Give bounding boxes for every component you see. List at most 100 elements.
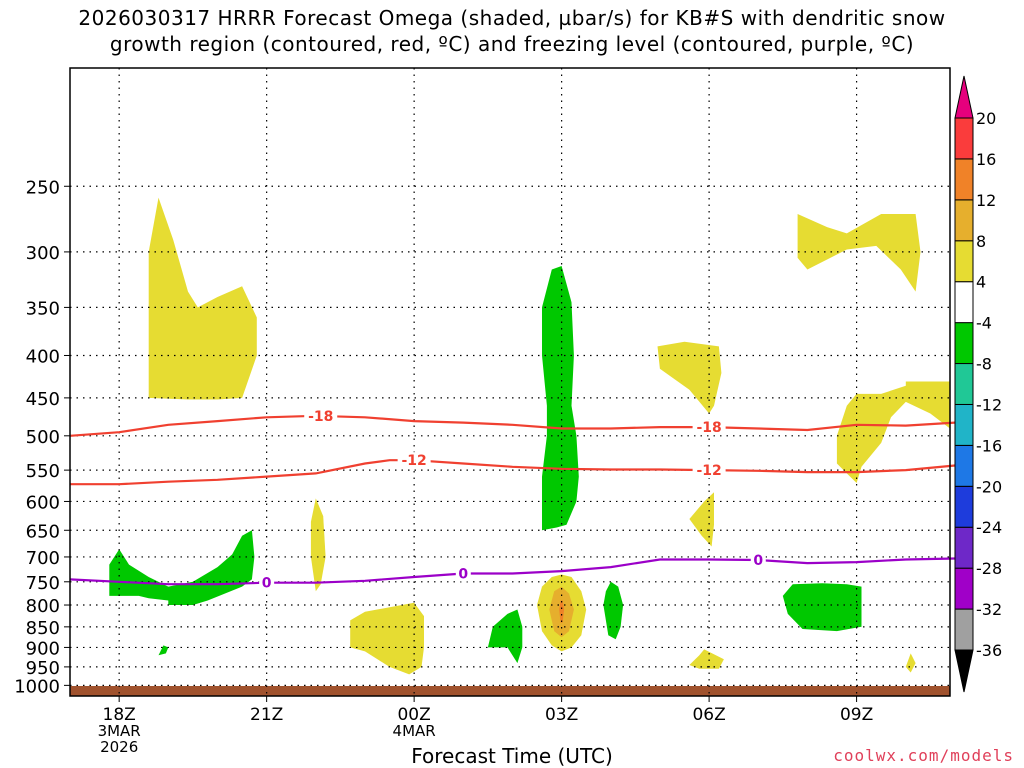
x-axis-label: Forecast Time (UTC) <box>411 744 613 768</box>
y-tick-label-500: 500 <box>26 427 60 448</box>
colorbar-label-4: 4 <box>976 273 986 292</box>
colorbar-label--20: -20 <box>976 477 1002 496</box>
contour-label-freezing-level: 0 <box>753 553 763 569</box>
omega-region-yellow-thin <box>310 498 326 592</box>
omega-region-upper-yellow-left <box>148 197 257 400</box>
y-tick-label-350: 350 <box>26 298 60 319</box>
colorbar-band--8-to--4 <box>954 322 974 365</box>
omega-region-green-0130 <box>487 609 523 664</box>
y-tick-label-300: 300 <box>26 243 60 264</box>
x-tick-label-3MAR: 3MAR <box>98 722 141 740</box>
contour--18 <box>69 414 955 437</box>
x-tick-label-4MAR: 4MAR <box>393 722 436 740</box>
ground-strip <box>70 686 950 696</box>
colorbar-band--32-to--28 <box>954 567 974 610</box>
omega-region-green-dot-left <box>158 645 169 656</box>
colorbar-band-8-to-12 <box>954 199 974 242</box>
colorbar-band-12-to-16 <box>954 158 974 201</box>
contour-label--12: -12 <box>401 453 426 469</box>
colorbar-band-16-to-20 <box>954 117 974 160</box>
contour-label-freezing-level: 0 <box>458 567 468 583</box>
contours: -18 -18 -12 -12 0 0 0 <box>69 407 956 592</box>
colorbar-band--28-to--24 <box>954 526 974 569</box>
omega-region-yellow-0530-small <box>689 492 714 547</box>
omega-region-green-left <box>109 530 255 605</box>
omega-region-yellow-top-right <box>797 214 921 292</box>
colorbar-band--16-to--12 <box>954 403 974 446</box>
colorbar: -36 -32 -28 -24 -20 -16 -12 -8 -4 4 8 12 16 20 <box>954 75 1002 693</box>
colorbar-band-4-to-8 <box>954 240 974 283</box>
y-tick-label-250: 250 <box>26 177 60 198</box>
colorbar-label-20: 20 <box>976 109 996 128</box>
y-tick-label-400: 400 <box>26 346 60 367</box>
contour-freezing-level <box>69 557 955 586</box>
colorbar-label--12: -12 <box>976 395 1002 414</box>
x-tick-label-06Z: 06Z <box>692 705 725 725</box>
contour-label-bg <box>397 452 431 469</box>
contour-label-bg <box>750 552 766 569</box>
contour-label--18: -18 <box>308 409 333 425</box>
omega-shading <box>109 197 950 675</box>
omega-region-yellow-0430 <box>657 341 722 414</box>
x-tick-label-2026: 2026 <box>100 738 138 756</box>
contour-label--12: -12 <box>696 463 721 479</box>
colorbar-label-8: 8 <box>976 232 986 251</box>
contour-label-bg <box>259 574 275 591</box>
y-tick-label-650: 650 <box>26 521 60 542</box>
plot-frame <box>69 67 951 697</box>
y-tick-label-700: 700 <box>26 548 60 569</box>
chart-title-line2: growth region (contoured, red, ºC) and f… <box>109 32 915 56</box>
omega-region-yellow-dot-right <box>905 653 916 673</box>
colorbar-band--4-to-4 <box>954 281 974 324</box>
colorbar-band--24-to--20 <box>954 485 974 528</box>
y-tick-label-850: 850 <box>26 618 60 639</box>
colorbar-min-arrow <box>954 649 974 693</box>
colorbar-label--4: -4 <box>976 314 992 333</box>
y-tick-label-1000: 1000 <box>14 676 60 697</box>
omega-region-green-0330 <box>603 581 624 640</box>
omega-region-yellow-bottom-center <box>350 602 424 675</box>
colorbar-max-arrow <box>954 75 974 119</box>
contour-label-bg <box>692 419 726 436</box>
y-tick-label-900: 900 <box>26 638 60 659</box>
y-tick-label-600: 600 <box>26 492 60 513</box>
contour-label-bg <box>304 407 338 424</box>
colorbar-band--12-to--8 <box>954 363 974 405</box>
x-tick-label-18Z: 18Z <box>103 705 136 725</box>
omega-region-green-column-03z <box>542 266 579 531</box>
contour-label-bg <box>455 565 471 582</box>
contour-label--18: -18 <box>696 420 721 436</box>
omega-region-green-0830 <box>782 583 862 632</box>
chart-title-line1: 2026030317 HRRR Forecast Omega (shaded, … <box>78 6 946 30</box>
grid-lines <box>70 68 950 696</box>
colorbar-label--16: -16 <box>976 436 1002 455</box>
colorbar-label-16: 16 <box>976 150 996 169</box>
x-tick-label-00Z: 00Z <box>397 705 430 725</box>
contour--12 <box>70 459 956 486</box>
omega-region-darkorange-03z <box>559 600 565 623</box>
x-tick-label-09Z: 09Z <box>840 705 873 725</box>
y-axis-ticks: 2503003504004505005506006507007508008509… <box>14 177 70 697</box>
colorbar-band--36-to--32 <box>954 608 974 651</box>
x-tick-label-03Z: 03Z <box>545 705 578 725</box>
colorbar-label--36: -36 <box>976 641 1002 660</box>
y-tick-label-550: 550 <box>26 461 60 482</box>
colorbar-label--24: -24 <box>976 518 1002 537</box>
colorbar-label--28: -28 <box>976 559 1002 578</box>
colorbar-label--32: -32 <box>976 600 1002 619</box>
omega-region-yellow-0430-low <box>689 649 724 669</box>
y-tick-label-450: 450 <box>26 389 60 410</box>
y-tick-label-800: 800 <box>26 596 60 617</box>
colorbar-label--8: -8 <box>976 355 992 374</box>
colorbar-label-12: 12 <box>976 191 996 210</box>
contour-label-bg <box>692 462 726 479</box>
omega-region-yellow-right-mid <box>836 381 950 483</box>
site-credit: coolwx.com/models <box>833 746 1014 765</box>
y-tick-label-750: 750 <box>26 573 60 594</box>
ground <box>70 686 950 696</box>
contour-label-freezing-level: 0 <box>262 576 272 592</box>
colorbar-band--20-to--16 <box>954 444 974 487</box>
x-tick-label-21Z: 21Z <box>250 705 283 725</box>
y-tick-label-950: 950 <box>26 658 60 679</box>
